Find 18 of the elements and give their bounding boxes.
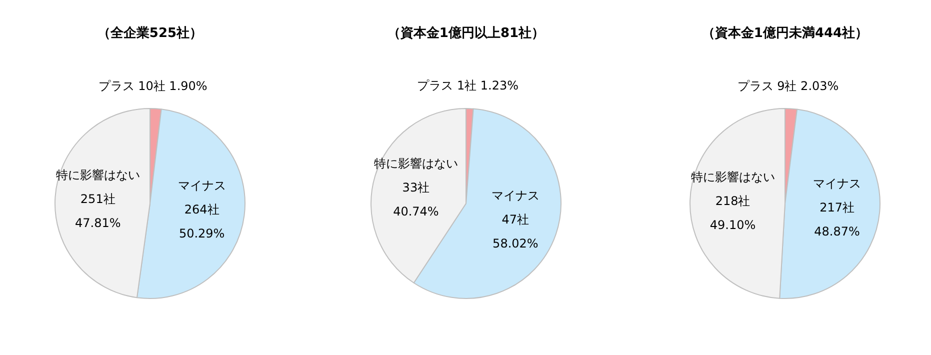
data-label: 47社 58.02% bbox=[492, 212, 538, 251]
slice-label: マイナス bbox=[178, 178, 226, 192]
chart-title: （資本金1億円未満444社） bbox=[700, 24, 870, 42]
chart-title: （全企業525社） bbox=[96, 25, 204, 42]
slice-label: マイナス bbox=[491, 188, 540, 203]
data-label: 218社 49.10% bbox=[710, 194, 756, 232]
slice-label: 特に影響はない bbox=[374, 156, 458, 171]
slice-label: マイナス bbox=[813, 176, 862, 190]
slice-label: 特に影響はない bbox=[56, 168, 140, 182]
data-label: 251社 47.81% bbox=[74, 192, 121, 230]
slice-label: プラス 1社 1.23% bbox=[417, 78, 519, 93]
data-label: 217社 48.87% bbox=[814, 200, 860, 238]
slice-label: プラス 9社 2.03% bbox=[737, 78, 839, 93]
data-label: 33社 40.74% bbox=[393, 180, 439, 219]
chart-title: （資本金1億円以上81社） bbox=[386, 24, 546, 42]
slice-label: プラス 10社 1.90% bbox=[98, 78, 208, 93]
data-label: 264社 50.29% bbox=[178, 202, 225, 240]
slice-label: 特に影響はない bbox=[690, 170, 775, 184]
